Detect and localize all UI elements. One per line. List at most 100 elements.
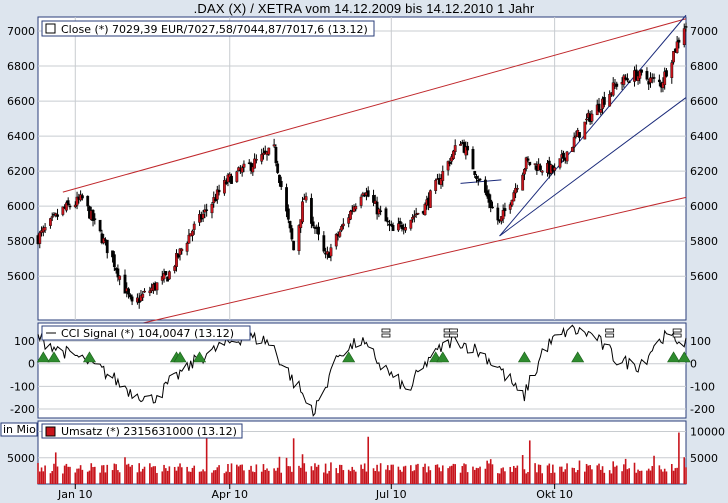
volume-bar: [647, 468, 650, 484]
volume-bar: [276, 467, 279, 484]
volume-bar: [198, 471, 201, 484]
volume-bar: [683, 457, 686, 484]
candle-body: [459, 143, 462, 146]
volume-bar: [239, 464, 242, 484]
price-y-tick-left: 6800: [7, 60, 35, 73]
buy-signal-triangle: [667, 351, 681, 363]
volume-legend-swatch: [45, 426, 56, 437]
price-legend-text: Close (*) 7029,39 EUR/7027,58/7044,87/70…: [61, 23, 368, 36]
candle-body: [237, 167, 241, 171]
candle-body: [485, 190, 489, 197]
candle-body: [434, 180, 438, 191]
volume-bar: [509, 466, 512, 484]
candle-body: [112, 254, 116, 268]
volume-bar: [266, 468, 268, 484]
volume-bar: [539, 464, 542, 484]
volume-bar: [610, 473, 613, 484]
volume-bar: [62, 473, 64, 484]
candle-body: [585, 118, 588, 121]
volume-bar: [150, 467, 153, 484]
volume-bar: [214, 470, 217, 484]
volume-bar: [124, 457, 126, 484]
candle-body: [322, 235, 326, 252]
volume-bar: [484, 468, 487, 484]
candle-body: [512, 192, 516, 202]
candle-body: [663, 71, 667, 85]
candle-body: [386, 220, 390, 223]
candle-body: [127, 288, 130, 295]
volume-bar: [651, 466, 654, 484]
volume-bar: [173, 466, 176, 484]
volume-bar: [275, 470, 277, 484]
volume-bar: [379, 463, 382, 484]
volume-bar: [299, 467, 302, 484]
volume-bar: [365, 471, 368, 484]
volume-bar: [342, 470, 345, 484]
volume-bar: [92, 467, 94, 484]
volume-bar: [324, 463, 327, 484]
volume-bar: [676, 467, 678, 484]
volume-bar: [69, 466, 71, 484]
volume-bar: [156, 472, 158, 484]
volume-bar: [473, 469, 476, 484]
candle-body: [267, 147, 271, 155]
chart-title: .DAX (X) / XETRA vom 14.12.2009 bis 14.1…: [193, 1, 535, 16]
candle-body: [491, 206, 494, 209]
volume-bar: [575, 472, 577, 484]
candle-body: [476, 179, 480, 182]
volume-bar: [564, 469, 567, 484]
volume-y-tick-left: 5000: [7, 452, 35, 465]
volume-bar: [653, 455, 655, 484]
candle-body: [61, 206, 65, 215]
candle-body: [672, 51, 675, 63]
volume-bar: [385, 469, 387, 484]
volume-bar: [136, 472, 139, 484]
volume-bar: [118, 472, 121, 484]
candle-body: [503, 208, 507, 212]
candle-body: [68, 205, 72, 208]
volume-bar: [78, 468, 80, 484]
volume-bar: [662, 471, 664, 484]
volume-bar: [537, 464, 540, 484]
sell-signal-marker: [449, 333, 458, 338]
candle-body: [286, 208, 290, 220]
volume-bar: [589, 465, 591, 484]
buy-signal-triangle: [342, 351, 356, 363]
x-tick-label: Okt 10: [536, 488, 573, 501]
price-y-tick-right: 7000: [690, 25, 718, 38]
candle-body: [139, 295, 143, 301]
candle-body: [478, 178, 482, 181]
cci-y-tick-right: -100: [690, 380, 715, 393]
volume-bar: [436, 464, 439, 484]
volume-bar: [360, 464, 362, 484]
candle-body: [501, 210, 505, 220]
volume-bar: [633, 462, 636, 484]
candle-body: [523, 168, 526, 175]
price-y-tick-left: 6400: [7, 130, 35, 143]
candle-body: [528, 161, 532, 166]
candle-body: [562, 152, 565, 159]
volume-bar: [317, 464, 320, 484]
volume-bar: [37, 463, 39, 484]
candle-body: [526, 158, 530, 161]
volume-bar: [200, 471, 203, 484]
candle-body: [254, 159, 258, 161]
sell-signal-marker: [381, 328, 391, 333]
price-y-tick-right: 6800: [690, 60, 718, 73]
price-y-tick-left: 6200: [7, 165, 35, 178]
volume-bar: [179, 463, 181, 484]
candle-body: [292, 240, 296, 251]
candle-body: [80, 195, 84, 199]
candle-body: [638, 70, 642, 79]
candle-body: [224, 181, 228, 184]
volume-bar: [390, 464, 393, 484]
candle-body: [508, 204, 512, 210]
volume-y-tick-right: 5000: [690, 452, 718, 465]
volume-bar: [639, 470, 641, 484]
candle-body: [608, 94, 612, 107]
volume-bar: [376, 464, 378, 484]
volume-bar: [525, 473, 528, 484]
candle-body: [439, 178, 443, 185]
cci-y-tick-right: 100: [690, 335, 711, 348]
volume-bar: [534, 463, 536, 484]
